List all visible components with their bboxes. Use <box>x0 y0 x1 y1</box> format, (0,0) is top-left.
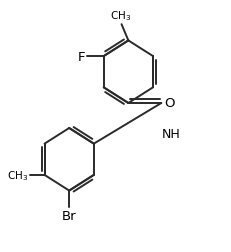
Text: F: F <box>78 50 85 63</box>
Text: O: O <box>164 97 175 110</box>
Text: Br: Br <box>62 209 76 222</box>
Text: CH$_3$: CH$_3$ <box>110 10 131 23</box>
Text: NH: NH <box>161 127 180 140</box>
Text: CH$_3$: CH$_3$ <box>7 168 28 182</box>
